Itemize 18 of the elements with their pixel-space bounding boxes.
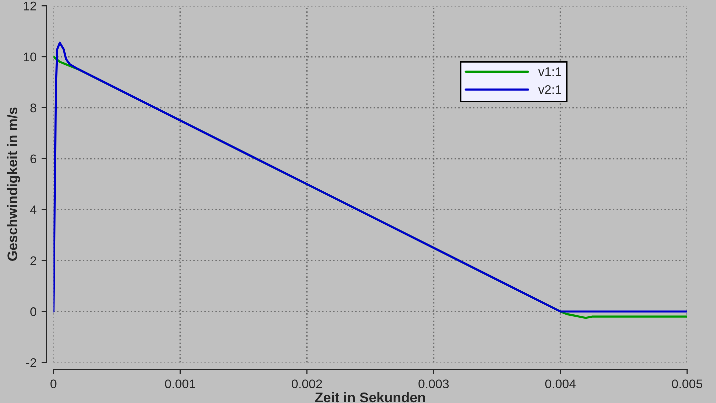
y-tick-label: -2 <box>26 358 36 368</box>
legend-label: v1:1 <box>538 68 562 76</box>
y-tick-label: 8 <box>30 104 36 113</box>
y-tick-label: 4 <box>30 206 37 214</box>
x-tick-label: 0.003 <box>418 380 449 389</box>
y-tick-label: 12 <box>24 2 36 11</box>
x-tick-label: 0.001 <box>165 380 196 389</box>
x-tick-label: 0 <box>50 380 57 389</box>
x-tick-label: 0.002 <box>292 380 322 389</box>
x-tick-label: 0.005 <box>672 380 702 389</box>
y-tick-label: 0 <box>30 308 37 316</box>
y-tick-label: 2 <box>30 256 36 266</box>
x-axis-title: Zeit in Sekunden <box>315 392 426 403</box>
legend-label: v2:1 <box>538 85 562 94</box>
y-tick-label: 6 <box>30 154 36 164</box>
x-tick-label: 0.004 <box>545 380 576 389</box>
y-axis-title: Geschwindigkeit in m/s <box>7 108 20 261</box>
y-tick-label: 10 <box>24 52 37 62</box>
